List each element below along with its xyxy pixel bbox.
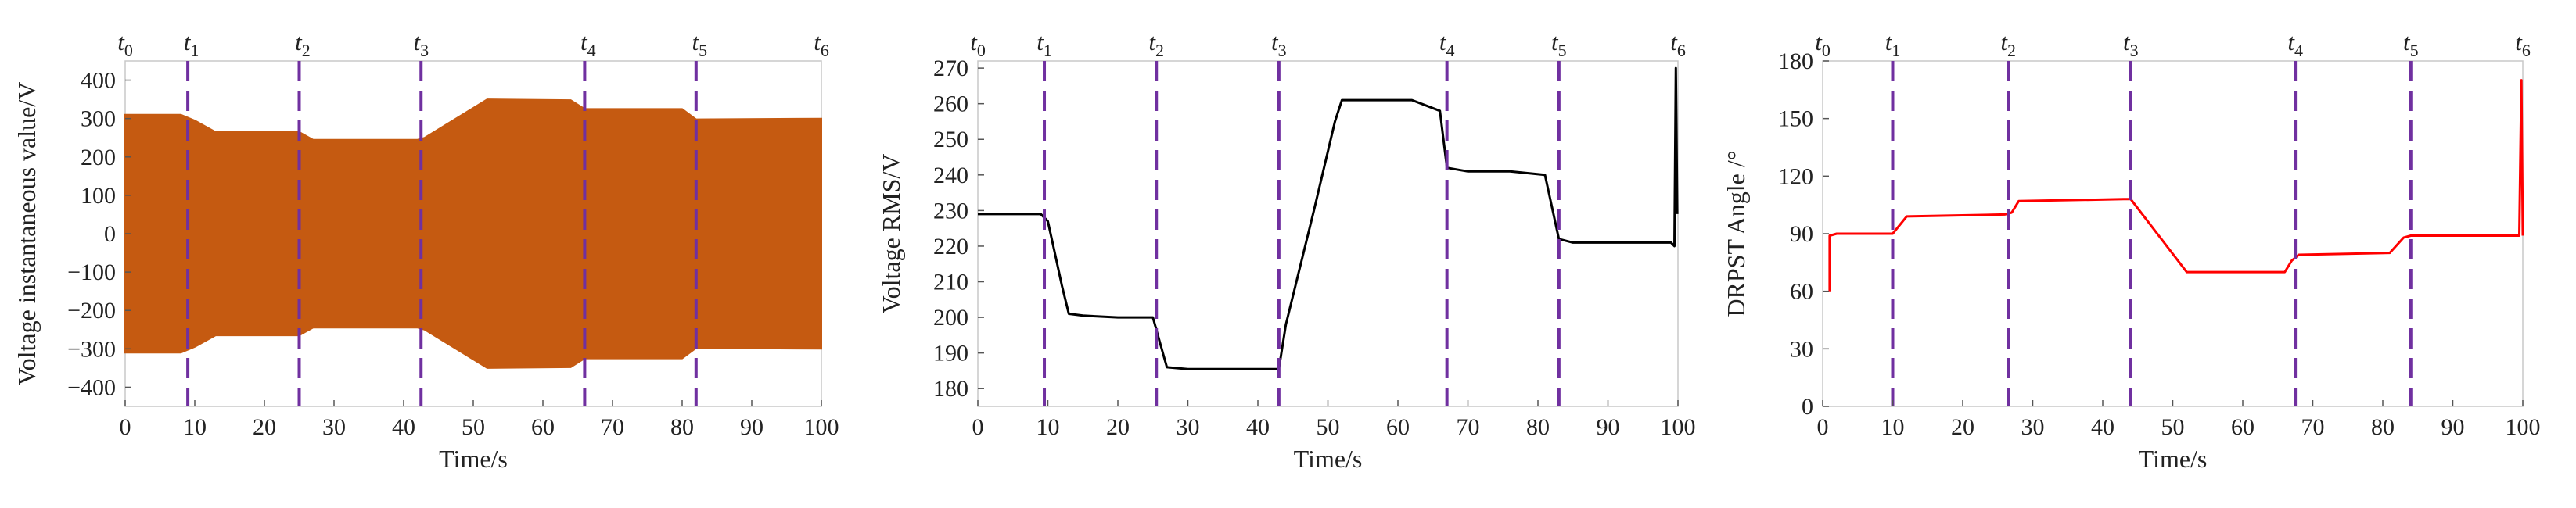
y-tick-label: 300 [81, 106, 116, 132]
x-tick-label: 70 [1457, 414, 1480, 440]
x-tick-label: 70 [2301, 414, 2325, 440]
x-tick-label: 40 [1246, 414, 1270, 440]
time-marker-label-3: t3 [413, 28, 429, 60]
y-tick-label: 200 [81, 145, 116, 170]
series-1-envelope [124, 98, 822, 369]
y-tick-label: 220 [933, 234, 968, 259]
x-tick-label: 20 [253, 414, 276, 440]
x-tick-label: 30 [322, 414, 346, 440]
x-tick-label: 90 [740, 414, 763, 440]
time-marker-label-5: t5 [2403, 28, 2419, 60]
y-tick-label: −300 [67, 336, 116, 362]
time-marker-label-0: t0 [1815, 28, 1831, 60]
x-tick-label: 30 [1177, 414, 1200, 440]
x-tick-label: 10 [1037, 414, 1060, 440]
chart-panel-1: t0 t1 t2 t3 t4 t5 t6 0 10 20 30 40 50 60 70 80 90 100 −400… [13, 28, 839, 473]
chart-panel-2: t0 t1 t2 t3 t4 t5 t6 0 10 20 30 40 50 60 70 80 90 100 180 1… [877, 28, 1696, 473]
y-tick-label: 270 [933, 55, 968, 81]
x-tick-label: 100 [2506, 414, 2541, 440]
x-tick-label: 30 [2021, 414, 2045, 440]
x-tick-label: 50 [462, 414, 485, 440]
x-tick-label: 50 [1317, 414, 1340, 440]
x-tick-label: 0 [972, 414, 984, 440]
x-tick-label: 70 [601, 414, 624, 440]
x-axis-label: Time/s [1294, 445, 1363, 473]
y-tick-label: −200 [67, 298, 116, 324]
y-tick-label: −400 [67, 374, 116, 400]
x-tick-label: 60 [2231, 414, 2254, 440]
time-marker-label-2: t2 [2000, 28, 2016, 60]
time-marker-label-0: t0 [117, 28, 133, 60]
plot-area [1822, 60, 2524, 407]
time-marker-label-4: t4 [580, 28, 596, 60]
series-1-line [1828, 79, 2524, 292]
y-tick-label: 210 [933, 270, 968, 295]
time-marker-label-3: t3 [2123, 28, 2139, 60]
y-tick-label: 230 [933, 198, 968, 224]
x-tick-label: 20 [1106, 414, 1130, 440]
chart-panel-3: t0 t1 t2 t3 t4 t5 t6 0 10 20 30 40 50 60 70 80 90 100 0 30 6… [1722, 28, 2541, 473]
y-tick-label: −100 [67, 259, 116, 285]
y-tick-label: 0 [104, 221, 116, 247]
x-tick-label: 100 [1661, 414, 1696, 440]
x-tick-label: 80 [2371, 414, 2395, 440]
y-axis-label: Voltage RMS/V [877, 154, 905, 314]
time-marker-label-2: t2 [295, 28, 311, 60]
y-tick-label: 90 [1790, 221, 1813, 247]
x-tick-label: 80 [1526, 414, 1550, 440]
y-axis-label: Voltage instantaneous value/V [13, 82, 41, 386]
x-tick-label: 90 [2441, 414, 2465, 440]
time-marker-label-1: t1 [184, 28, 199, 60]
time-marker-label-1: t1 [1037, 28, 1052, 60]
x-axis-label: Time/s [2139, 445, 2208, 473]
x-tick-label: 40 [2091, 414, 2114, 440]
y-axis-label: DRPST Angle /° [1722, 150, 1750, 317]
series-1-line [978, 66, 1679, 370]
x-tick-label: 90 [1597, 414, 1620, 440]
x-tick-label: 0 [120, 414, 131, 440]
time-marker-label-6: t6 [814, 28, 829, 60]
x-axis-label: Time/s [439, 445, 508, 473]
time-marker-label-6: t6 [1670, 28, 1686, 60]
y-tick-label: 250 [933, 127, 968, 152]
y-tick-label: 180 [1778, 48, 1813, 74]
x-tick-label: 60 [531, 414, 555, 440]
y-tick-label: 150 [1778, 106, 1813, 132]
y-tick-label: 100 [81, 183, 116, 209]
time-marker-label-4: t4 [2287, 28, 2303, 60]
y-tick-label: 180 [933, 376, 968, 402]
time-marker-label-4: t4 [1439, 28, 1455, 60]
x-tick-label: 10 [183, 414, 207, 440]
plot-area [977, 60, 1679, 407]
y-tick-label: 120 [1778, 163, 1813, 189]
x-tick-label: 40 [392, 414, 415, 440]
time-marker-label-5: t5 [692, 28, 707, 60]
time-marker-label-2: t2 [1148, 28, 1164, 60]
y-tick-label: 400 [81, 68, 116, 94]
y-tick-label: 60 [1790, 279, 1813, 305]
y-tick-label: 240 [933, 163, 968, 188]
y-tick-label: 0 [1802, 394, 1813, 420]
time-marker-label-0: t0 [970, 28, 986, 60]
y-tick-label: 260 [933, 91, 968, 117]
time-marker-label-1: t1 [1885, 28, 1901, 60]
y-tick-label: 190 [933, 341, 968, 367]
time-marker-label-6: t6 [2515, 28, 2531, 60]
x-tick-label: 10 [1881, 414, 1905, 440]
time-marker-label-5: t5 [1551, 28, 1567, 60]
x-tick-label: 20 [1951, 414, 1974, 440]
y-tick-label: 30 [1790, 336, 1813, 362]
x-tick-label: 100 [804, 414, 839, 440]
x-tick-label: 80 [670, 414, 694, 440]
x-tick-label: 0 [1817, 414, 1829, 440]
x-tick-label: 60 [1386, 414, 1410, 440]
x-tick-label: 50 [2161, 414, 2185, 440]
time-marker-label-3: t3 [1271, 28, 1287, 60]
y-tick-label: 200 [933, 305, 968, 331]
